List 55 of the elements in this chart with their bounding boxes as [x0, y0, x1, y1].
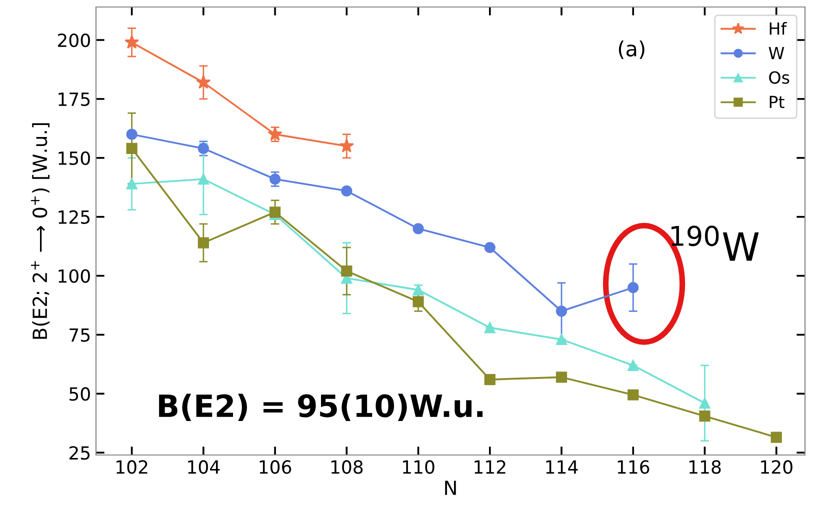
y-tick-label: 125 [58, 210, 90, 224]
point [628, 282, 639, 294]
y-tick-label: 150 [58, 151, 90, 166]
x-tick-label: 108 [331, 460, 363, 474]
point [341, 266, 352, 277]
point [556, 306, 568, 317]
legend-label: Hf [770, 22, 787, 35]
point [699, 398, 710, 409]
point [198, 237, 209, 248]
point [126, 178, 138, 190]
y-tick-label: 75 [70, 328, 90, 342]
point [484, 322, 496, 334]
point [628, 389, 639, 400]
point [339, 138, 354, 152]
point [124, 34, 140, 49]
x-tick-label: 106 [260, 460, 292, 474]
point [126, 142, 138, 154]
y-tick-label: 50 [70, 387, 90, 401]
annotation: (a) [618, 40, 644, 60]
legend-label: W [768, 46, 784, 60]
x-tick-label: 116 [618, 460, 650, 474]
point [484, 374, 496, 386]
y-tick-label: 100 [58, 269, 90, 283]
point [269, 206, 281, 218]
point [268, 126, 282, 141]
x-tick-label: 110 [403, 460, 434, 474]
y-tick-label: 175 [58, 92, 90, 106]
x-tick-label: 120 [761, 460, 792, 474]
point [699, 410, 710, 422]
x-tick-label: 104 [188, 460, 220, 474]
legend-label: Pt [770, 96, 784, 108]
x-tick-label: 118 [689, 460, 721, 474]
point [196, 74, 211, 89]
point [484, 242, 496, 254]
point [412, 284, 424, 296]
y-axis-title: B(E2; 2$^{+}$ ⟶ 0$^{+}$) [W.u.] [30, 123, 50, 339]
x-axis-title: N [445, 480, 456, 495]
point [556, 334, 568, 346]
point [770, 432, 782, 443]
point [198, 174, 209, 185]
y-tick-label: 200 [58, 33, 90, 48]
x-tick-label: 112 [474, 460, 506, 474]
annotation: $^{190}$W [672, 226, 759, 261]
y-tick-label: 25 [69, 446, 90, 460]
point [126, 128, 138, 140]
point [628, 360, 639, 371]
point [412, 223, 424, 234]
annotation: B(E2) = 95(10)W.u. [159, 394, 483, 421]
point [556, 372, 568, 383]
legend-label: Os [769, 71, 790, 84]
point [269, 174, 281, 185]
point [341, 185, 352, 196]
x-tick-label: 102 [116, 460, 148, 474]
x-tick-label: 114 [546, 460, 578, 474]
point [412, 296, 424, 308]
